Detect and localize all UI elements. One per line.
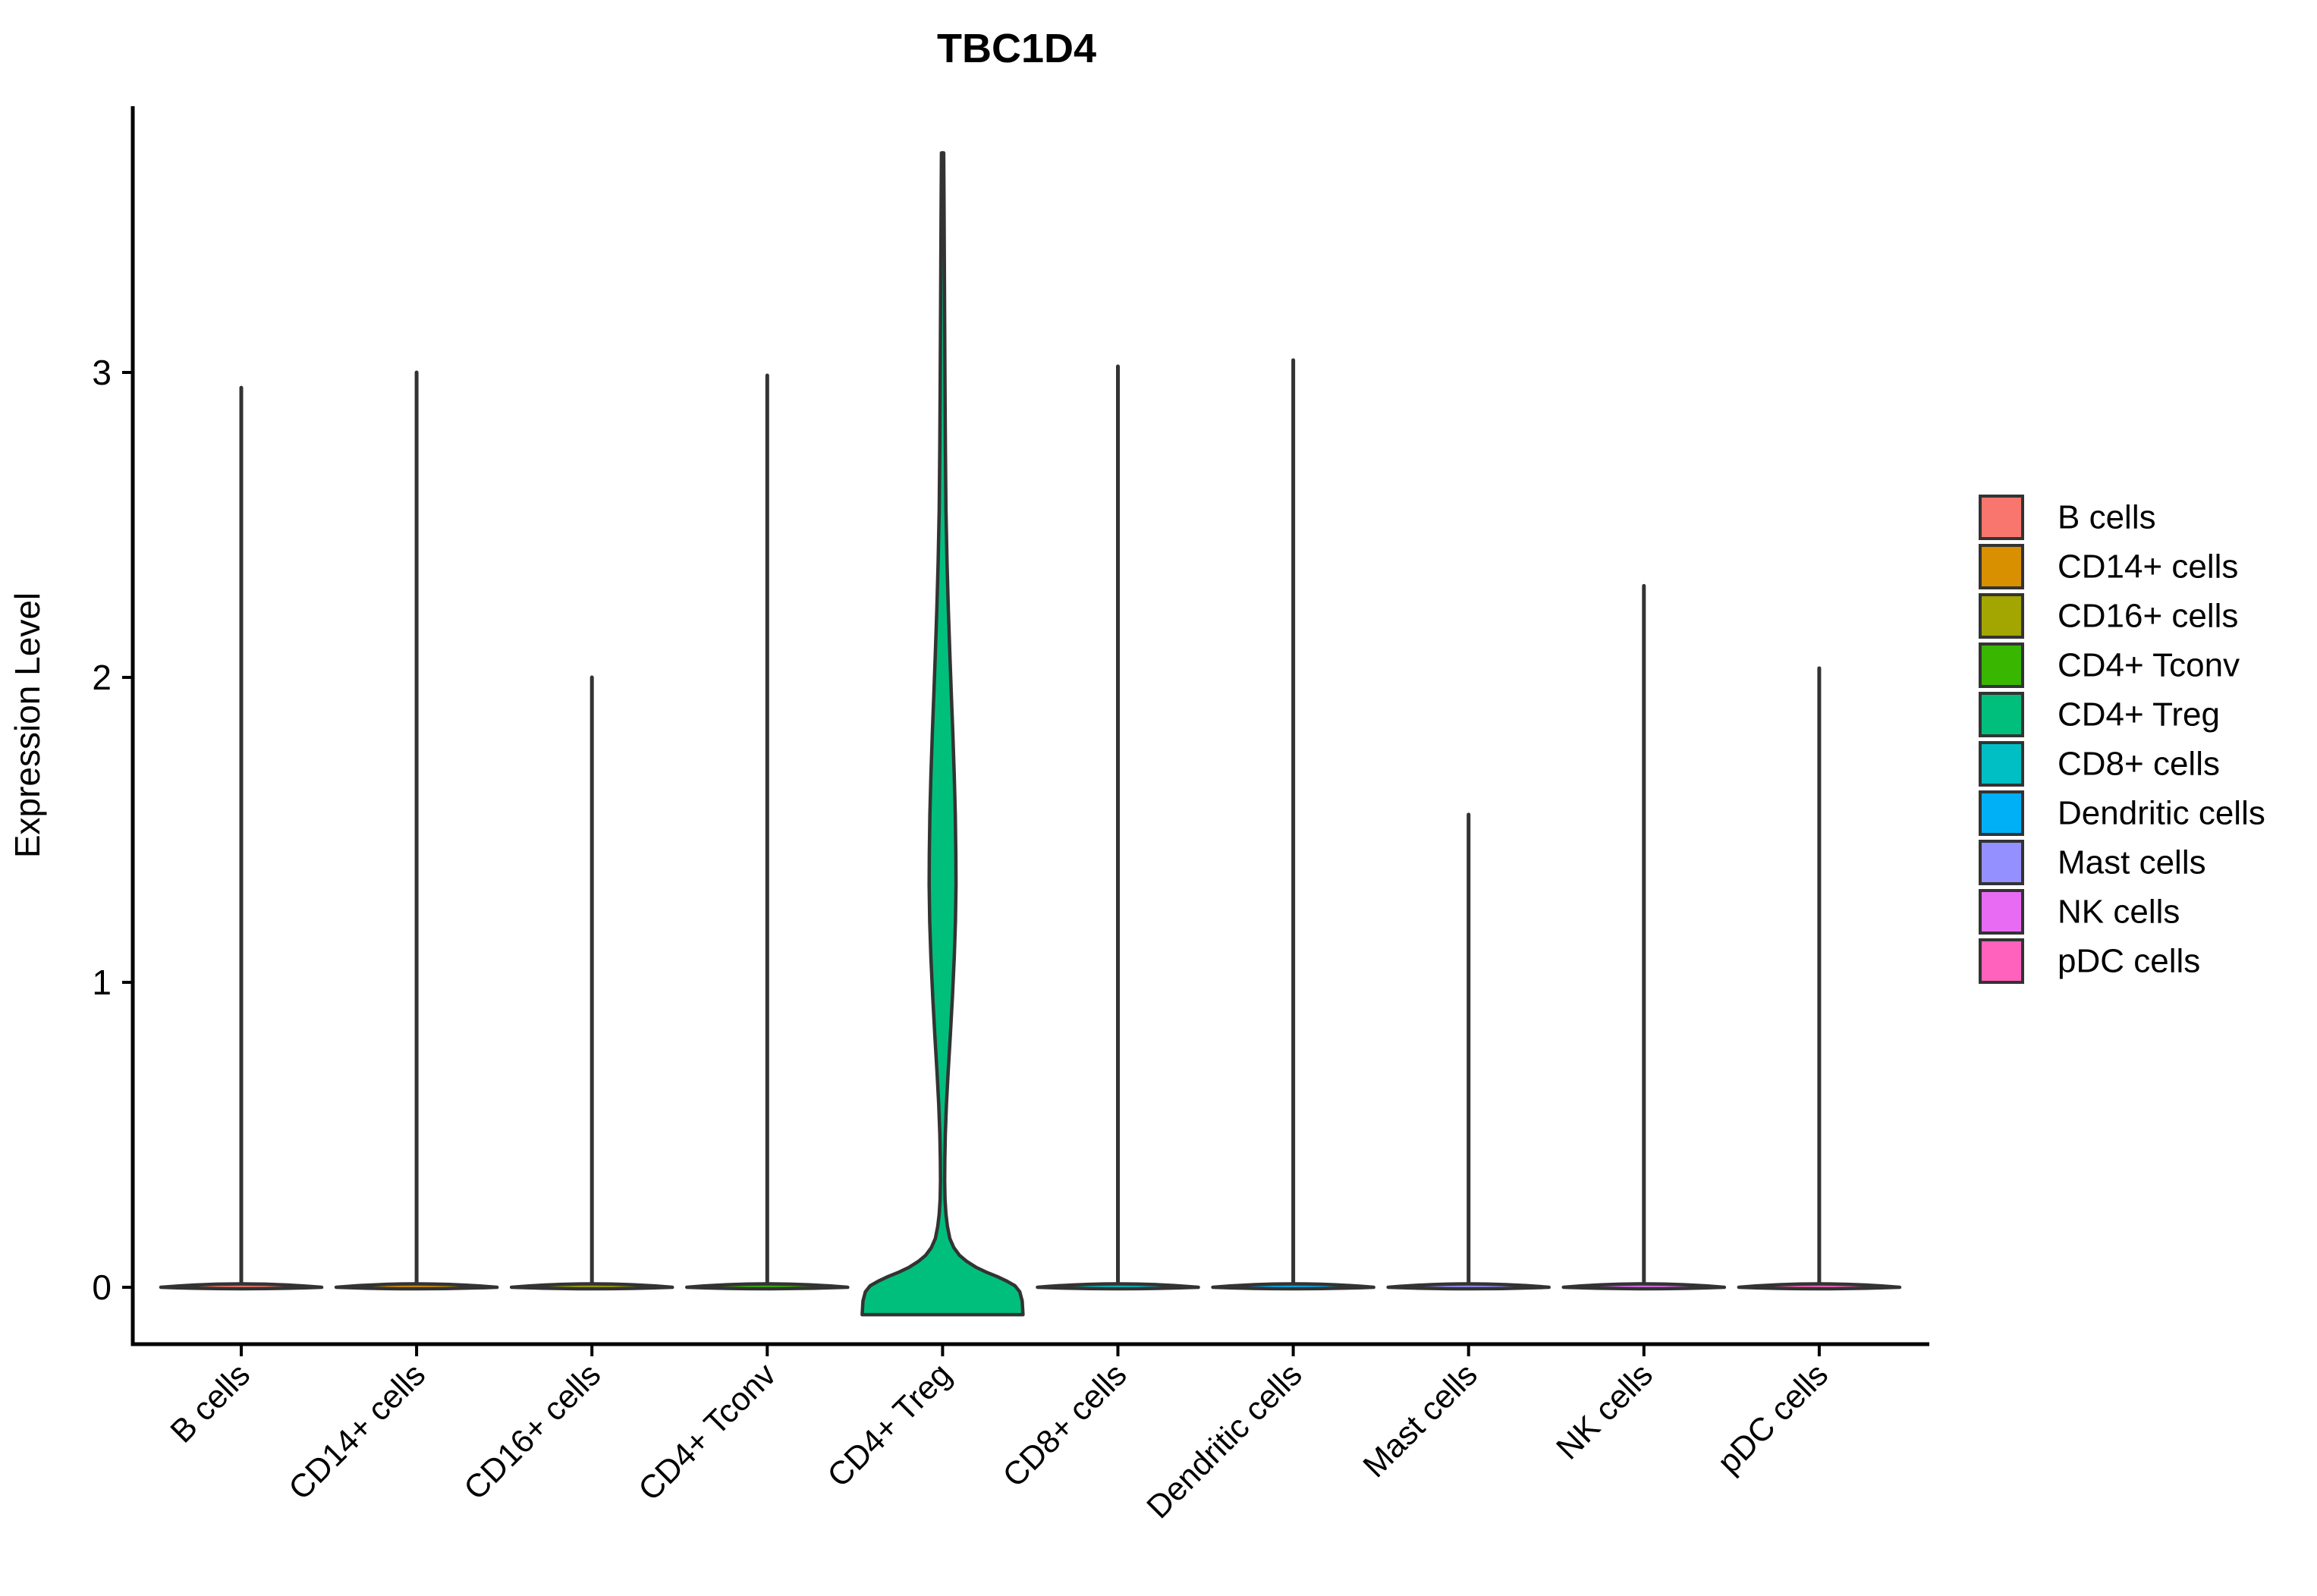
x-axis-label-B cells: B cells xyxy=(164,1356,258,1450)
x-axis-label-Dendritic cells: Dendritic cells xyxy=(1140,1356,1309,1525)
legend: B cells CD14+ cells CD16+ cells CD4+ Tconv C… xyxy=(1979,495,2265,984)
y-tick-label-1: 1 xyxy=(92,963,112,1002)
baseline-violin-pDC cells xyxy=(1737,1282,1902,1291)
legend-swatch-Mast cells xyxy=(1979,840,2024,885)
baseline-violin-Mast cells xyxy=(1386,1282,1551,1291)
violins xyxy=(159,151,1902,1317)
baseline-violin-B cells xyxy=(159,1282,324,1291)
baseline-violin-CD16+ cells xyxy=(509,1282,674,1291)
legend-label-pDC cells: pDC cells xyxy=(2058,943,2200,980)
legend-label-CD4+ Tconv: CD4+ Tconv xyxy=(2058,647,2240,684)
chart-title: TBC1D4 xyxy=(937,26,1096,71)
legend-label-CD4+ Treg: CD4+ Treg xyxy=(2058,696,2220,734)
y-tick-label-3: 3 xyxy=(92,353,112,392)
x-axis-label-CD14+ cells: CD14+ cells xyxy=(281,1356,432,1507)
y-tick-label-2: 2 xyxy=(92,658,112,697)
legend-label-NK cells: NK cells xyxy=(2058,894,2180,931)
legend-swatch-NK cells xyxy=(1979,889,2024,935)
baseline-violin-CD8+ cells xyxy=(1036,1282,1200,1291)
legend-label-Dendritic cells: Dendritic cells xyxy=(2058,795,2265,832)
baseline-violin-Dendritic cells xyxy=(1211,1282,1375,1291)
legend-swatch-CD14+ cells xyxy=(1979,544,2024,589)
violin-CD4+ Treg xyxy=(860,151,1025,1317)
baseline-violin-NK cells xyxy=(1561,1282,1727,1291)
x-axis-ticks: B cells CD14+ cells CD16+ cells CD4+ Tconv C… xyxy=(164,1346,1835,1525)
baseline-violin-CD14+ cells xyxy=(334,1282,499,1291)
y-axis-title: Expression Level xyxy=(8,592,47,858)
x-axis-label-CD16+ cells: CD16+ cells xyxy=(457,1356,608,1507)
legend-swatch-CD4+ Tconv xyxy=(1979,642,2024,688)
legend-label-CD8+ cells: CD8+ cells xyxy=(2058,746,2220,783)
legend-swatch-Dendritic cells xyxy=(1979,790,2024,836)
x-axis-label-NK cells: NK cells xyxy=(1549,1356,1659,1466)
y-axis-ticks: 0 1 2 3 xyxy=(92,353,133,1307)
x-axis-label-CD4+ Tconv: CD4+ Tconv xyxy=(632,1356,784,1508)
legend-label-CD16+ cells: CD16+ cells xyxy=(2058,598,2238,635)
legend-swatch-CD8+ cells xyxy=(1979,741,2024,787)
x-axis-label-pDC cells: pDC cells xyxy=(1711,1356,1835,1481)
legend-swatch-CD4+ Treg xyxy=(1979,692,2024,737)
legend-swatch-B cells xyxy=(1979,495,2024,540)
x-axis-label-Mast cells: Mast cells xyxy=(1357,1356,1485,1484)
legend-label-Mast cells: Mast cells xyxy=(2058,844,2206,881)
y-tick-label-0: 0 xyxy=(92,1268,112,1307)
legend-label-B cells: B cells xyxy=(2058,499,2156,536)
baseline-violin-CD4+ Tconv xyxy=(685,1282,850,1291)
legend-swatch-CD16+ cells xyxy=(1979,593,2024,639)
x-axis-label-CD8+ cells: CD8+ cells xyxy=(996,1356,1134,1494)
legend-label-CD14+ cells: CD14+ cells xyxy=(2058,548,2238,586)
x-axis-label-CD4+ Treg: CD4+ Treg xyxy=(821,1356,959,1494)
legend-swatch-pDC cells xyxy=(1979,938,2024,984)
